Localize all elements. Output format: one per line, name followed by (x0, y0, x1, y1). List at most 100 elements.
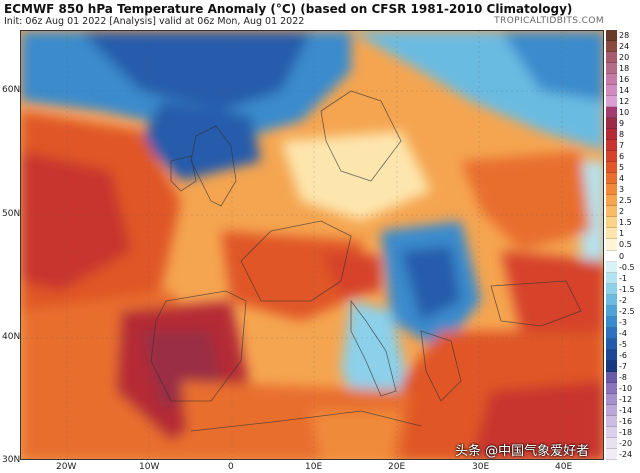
legend-entry: 16 (606, 74, 640, 86)
legend-entry: -24 (606, 448, 640, 460)
legend-entry: 1.5 (606, 217, 640, 229)
header: ECMWF 850 hPa Temperature Anomaly (°C) (… (0, 0, 640, 30)
legend-label: -1 (619, 273, 627, 283)
legend-entry: 0.5 (606, 239, 640, 251)
lat-label: 50N (2, 209, 21, 219)
legend-swatch (606, 283, 617, 295)
legend-swatch (606, 151, 617, 163)
legend-entry: -12 (606, 393, 640, 405)
graticule (21, 31, 603, 459)
legend-swatch (606, 272, 617, 284)
anomaly-map (20, 30, 604, 460)
legend-label: -12 (619, 394, 633, 404)
legend-label: 1 (619, 229, 625, 239)
legend-label: -14 (619, 405, 633, 415)
legend-swatch (606, 173, 617, 185)
legend-swatch (606, 327, 617, 339)
legend-swatch (606, 195, 617, 207)
legend-swatch (606, 162, 617, 174)
legend-swatch (606, 52, 617, 64)
color-legend: 28 24 20 18 16 14 12 10 9 8 7 6 5 4 3 2.5 2 1.5 1 0.5 0 -0.5-… (606, 30, 640, 460)
legend-label: 14 (619, 86, 630, 96)
legend-swatch (606, 140, 617, 152)
legend-swatch (606, 206, 617, 218)
legend-label: -2 (619, 295, 627, 305)
legend-entry: -5 (606, 338, 640, 350)
legend-entry: -10 (606, 382, 640, 394)
brand-label: TROPICALTIDBITS.COM (494, 16, 604, 26)
legend-swatch (606, 184, 617, 196)
legend-label: -1.5 (619, 284, 635, 294)
legend-label: 9 (619, 119, 625, 129)
legend-swatch (606, 217, 617, 229)
legend-swatch (606, 239, 617, 251)
lon-label: 10E (305, 462, 323, 472)
legend-entry: -2 (606, 294, 640, 306)
lon-label: 30E (472, 462, 490, 472)
legend-label: 18 (619, 64, 630, 74)
legend-swatch (606, 382, 617, 394)
legend-entry: -8 (606, 371, 640, 383)
legend-swatch (606, 360, 617, 372)
legend-entry: -4 (606, 327, 640, 339)
legend-entry: -1 (606, 272, 640, 284)
legend-label: 12 (619, 97, 630, 107)
legend-label: 2.5 (619, 196, 632, 206)
legend-label: 6 (619, 152, 625, 162)
legend-label: -7 (619, 361, 627, 371)
legend-entry: 12 (606, 96, 640, 108)
legend-label: 4 (619, 174, 625, 184)
legend-label: -8 (619, 372, 627, 382)
legend-entry: -18 (606, 426, 640, 438)
legend-label: 10 (619, 108, 630, 118)
legend-entry: 24 (606, 41, 640, 53)
map-subtitle: Init: 06z Aug 01 2022 [Analysis] valid a… (4, 16, 305, 27)
legend-swatch (606, 426, 617, 438)
legend-swatch (606, 85, 617, 97)
legend-swatch (606, 349, 617, 361)
legend-entry: 18 (606, 63, 640, 75)
lat-label: 60N (2, 85, 21, 95)
legend-entry: 0 (606, 250, 640, 262)
legend-entry: 2.5 (606, 195, 640, 207)
legend-label: 0.5 (619, 240, 632, 250)
legend-swatch (606, 41, 617, 53)
legend-entry: 5 (606, 162, 640, 174)
legend-swatch (606, 448, 617, 460)
legend-label: 16 (619, 75, 630, 85)
legend-label: 20 (619, 53, 630, 63)
lon-label: 0 (228, 462, 234, 472)
legend-swatch (606, 129, 617, 141)
legend-entry: -3 (606, 316, 640, 328)
legend-entry: 28 (606, 30, 640, 42)
legend-entry: -0.5 (606, 261, 640, 273)
legend-swatch (606, 228, 617, 240)
legend-swatch (606, 305, 617, 317)
legend-swatch (606, 316, 617, 328)
legend-entry: 6 (606, 151, 640, 163)
lon-label: 10W (139, 462, 160, 472)
legend-entry: 14 (606, 85, 640, 97)
legend-entry: -6 (606, 349, 640, 361)
legend-swatch (606, 294, 617, 306)
legend-entry: 1 (606, 228, 640, 240)
legend-entry: 20 (606, 52, 640, 64)
legend-swatch (606, 107, 617, 119)
legend-entry: -20 (606, 437, 640, 449)
legend-label: -3 (619, 317, 627, 327)
legend-entry: 7 (606, 140, 640, 152)
legend-swatch (606, 250, 617, 262)
legend-entry: -1.5 (606, 283, 640, 295)
lon-label: 20E (388, 462, 406, 472)
anomaly-map-canvas (21, 31, 603, 459)
legend-swatch (606, 338, 617, 350)
coastlines (150, 90, 582, 432)
lon-label: 40E (555, 462, 573, 472)
legend-swatch (606, 118, 617, 130)
legend-label: -2.5 (619, 306, 635, 316)
legend-label: 24 (619, 42, 630, 52)
legend-label: 0 (619, 251, 625, 261)
legend-swatch (606, 393, 617, 405)
legend-swatch (606, 371, 617, 383)
legend-label: -0.5 (619, 262, 635, 272)
